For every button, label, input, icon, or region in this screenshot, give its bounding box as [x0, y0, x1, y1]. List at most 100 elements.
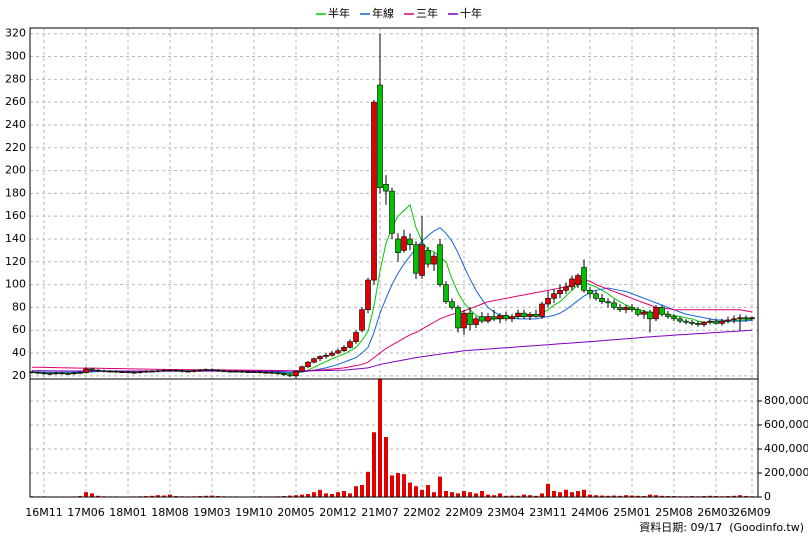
y-tick-label: 220: [5, 141, 26, 154]
candle-body: [599, 298, 605, 303]
volume-bar: [516, 495, 520, 497]
candle-body: [701, 321, 707, 325]
candle-body: [209, 369, 215, 371]
candle-body: [53, 372, 59, 375]
candle-body: [341, 347, 347, 352]
candle-body: [569, 278, 575, 288]
candle-body: [641, 311, 647, 315]
volume-bar: [456, 493, 460, 497]
candle-body: [683, 320, 689, 323]
volume-bar: [492, 495, 496, 497]
candle-body: [77, 372, 83, 374]
volume-bar: [462, 491, 466, 497]
volume-bar: [510, 495, 514, 497]
x-tick-label: 21M07: [361, 506, 399, 519]
volume-bar: [564, 489, 568, 497]
volume-bar: [330, 494, 334, 497]
candle-body: [89, 368, 95, 371]
y2-tick-label: 800,000: [764, 394, 808, 407]
legend-label: 三年: [416, 6, 438, 20]
candle-body: [629, 307, 635, 311]
volume-bar: [336, 492, 340, 497]
candle-body: [707, 320, 713, 323]
candle-body: [443, 284, 449, 303]
candle-body: [527, 313, 533, 317]
y-tick-label: 180: [5, 186, 26, 199]
candle-body: [101, 370, 107, 372]
y2-tick-label: 200,000: [764, 466, 808, 479]
y2-tick-label: 400,000: [764, 442, 808, 455]
volume-bar: [366, 471, 370, 497]
volume-bar: [426, 485, 430, 497]
volume-bar: [636, 495, 640, 497]
candle-body: [233, 370, 239, 373]
ma-line: [32, 279, 753, 372]
volume-bar: [588, 494, 592, 497]
candle-body: [485, 316, 491, 322]
candle-body: [677, 318, 683, 322]
volume-bar: [528, 495, 532, 497]
candle-body: [533, 313, 539, 317]
candle-body: [251, 371, 257, 373]
candle-body: [587, 290, 593, 295]
candle-body: [95, 369, 101, 372]
candle-body: [653, 307, 659, 320]
volume-bar: [210, 495, 214, 497]
volume-bar: [318, 489, 322, 497]
candle-body: [425, 250, 431, 265]
x-tick-label: 22M09: [445, 506, 483, 519]
candle-body: [581, 267, 587, 291]
candle-body: [257, 371, 263, 373]
volume-bar: [348, 493, 352, 497]
candle-body: [293, 370, 299, 377]
candle-body: [713, 320, 719, 324]
candle-body: [455, 307, 461, 329]
volume-bar: [450, 492, 454, 497]
volume-bar: [540, 493, 544, 497]
volume-bar: [606, 495, 610, 497]
y-tick-label: 300: [5, 50, 26, 63]
y2-tick-label: 0: [764, 490, 771, 503]
candle-body: [107, 370, 113, 373]
candle-body: [563, 286, 569, 291]
volume-bar: [288, 495, 292, 497]
candle-body: [167, 369, 173, 372]
candle-body: [239, 370, 245, 373]
volume-bar: [390, 475, 394, 497]
y2-tick-label: 600,000: [764, 418, 808, 431]
candle-body: [377, 84, 383, 188]
volume-bar: [534, 495, 538, 497]
candle-body: [695, 323, 701, 325]
candle-body: [635, 309, 641, 315]
y-tick-label: 20: [12, 369, 26, 382]
candle-body: [419, 244, 425, 276]
candle-body: [59, 372, 65, 375]
x-tick-label: 16M11: [25, 506, 63, 519]
y-tick-label: 160: [5, 209, 26, 222]
candle-body: [245, 371, 251, 373]
volume-bar: [630, 495, 634, 497]
candle-body: [467, 312, 473, 325]
volume-bar: [600, 495, 604, 497]
candle-body: [347, 341, 353, 348]
candle-body: [305, 361, 311, 368]
candle-body: [605, 301, 611, 304]
legend-label: 年線: [372, 6, 394, 20]
y-tick-label: 80: [12, 300, 26, 313]
volume-bar: [468, 492, 472, 497]
y-tick-label: 200: [5, 164, 26, 177]
candle-body: [275, 372, 281, 375]
volume-bar: [732, 495, 736, 497]
y-tick-label: 120: [5, 255, 26, 268]
volume-bar: [480, 491, 484, 497]
candle-body: [365, 279, 371, 311]
candle-body: [431, 255, 437, 265]
candle-body: [737, 317, 743, 320]
candle-body: [227, 370, 233, 373]
candle-body: [557, 290, 563, 295]
candle-body: [83, 368, 89, 373]
candle-body: [659, 307, 665, 315]
x-tick-label: 24M06: [571, 506, 609, 519]
candle-body: [65, 373, 71, 375]
